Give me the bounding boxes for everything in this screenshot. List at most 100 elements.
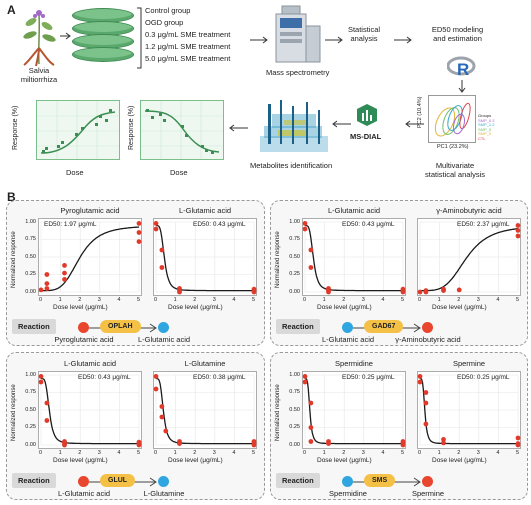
data-point bbox=[423, 390, 429, 395]
data-point bbox=[441, 440, 446, 446]
data-point bbox=[153, 374, 159, 379]
x-tick-label: 2 bbox=[78, 450, 82, 456]
x-tick-label: 4 bbox=[496, 450, 500, 456]
x-tick-label: 1 bbox=[173, 450, 177, 456]
data-point bbox=[400, 440, 406, 446]
metabolite-scatter-icon bbox=[260, 100, 328, 152]
fitted-curve bbox=[156, 377, 254, 445]
reaction-label: Reaction bbox=[12, 319, 56, 334]
x-tick-label: 5 bbox=[252, 297, 256, 303]
data-point bbox=[38, 379, 44, 385]
fitted-curve bbox=[305, 224, 403, 292]
x-tick-label: 4 bbox=[117, 297, 121, 303]
ed50-modeling-label: ED50 modeling and estimation bbox=[431, 25, 484, 44]
y-tick-label: 0.75 bbox=[289, 236, 300, 242]
data-point bbox=[136, 239, 142, 244]
reaction-label: Reaction bbox=[276, 473, 320, 488]
fitted-curve bbox=[156, 224, 254, 292]
y-tick-label: 0.25 bbox=[25, 424, 36, 430]
data-point bbox=[251, 286, 257, 292]
product-label: γ-Aminobutyric acid bbox=[395, 335, 461, 344]
bracket-icon bbox=[137, 7, 142, 69]
y-tick-label: 0.25 bbox=[25, 271, 36, 277]
dose-response-plot bbox=[153, 218, 257, 296]
data-point bbox=[136, 439, 142, 445]
data-point bbox=[38, 374, 44, 379]
dose-response-plot bbox=[417, 371, 521, 449]
substrate-label: L-Glutamic acid bbox=[321, 335, 375, 344]
reaction-label: Reaction bbox=[276, 319, 320, 334]
substrate-node bbox=[78, 322, 89, 333]
data-point bbox=[136, 221, 142, 226]
plot-title: Spermidine bbox=[335, 359, 373, 368]
ms-dial-label: MS-DIAL bbox=[350, 132, 382, 141]
x-tick-label: 5 bbox=[516, 450, 520, 456]
enzyme-badge: GAD67 bbox=[364, 320, 404, 333]
fitted-curve bbox=[419, 377, 518, 445]
salvia-plant-illustration bbox=[23, 10, 56, 66]
x-tick-label: 4 bbox=[496, 297, 500, 303]
x-tick-label: 0 bbox=[39, 450, 43, 456]
data-point bbox=[38, 287, 44, 293]
data-point bbox=[515, 223, 521, 228]
data-point bbox=[153, 221, 159, 226]
y-tick-label: 0.75 bbox=[25, 236, 36, 242]
plot-title: Spermine bbox=[452, 359, 486, 368]
data-point bbox=[177, 289, 182, 295]
data-point bbox=[400, 286, 406, 292]
x-tick-label: 1 bbox=[58, 297, 62, 303]
arrow-left-icon bbox=[229, 124, 248, 132]
ed50-annotation: ED50: 0.43 μg/mL bbox=[193, 221, 246, 228]
x-tick-label: 1 bbox=[322, 450, 326, 456]
x-tick-label: 0 bbox=[303, 450, 307, 456]
response-axis-label: Response (%) bbox=[128, 105, 135, 150]
x-tick-label: 5 bbox=[252, 450, 256, 456]
data-point bbox=[251, 439, 257, 444]
x-tick-label: 4 bbox=[117, 450, 121, 456]
dose-response-mini-plot-increasing bbox=[36, 100, 120, 160]
culture-dish-icon bbox=[72, 47, 134, 62]
x-tick-label: 2 bbox=[457, 297, 461, 303]
y-tick-label: 0.50 bbox=[25, 406, 36, 413]
x-tick-label: 2 bbox=[342, 450, 346, 456]
pca-legend-item: SMP_1.2 bbox=[478, 122, 495, 128]
data-point bbox=[62, 442, 67, 448]
data-point bbox=[326, 286, 331, 291]
data-point bbox=[62, 263, 67, 268]
substrate-node bbox=[78, 476, 89, 487]
data-point bbox=[44, 418, 50, 423]
y-tick-label: 0.50 bbox=[289, 253, 300, 260]
fitted-curve bbox=[41, 377, 139, 445]
arrow-left-icon bbox=[332, 120, 351, 128]
data-point bbox=[308, 400, 314, 406]
y-tick-label: 1.00 bbox=[289, 371, 300, 378]
pca-legend: Groups SMP_0.3 SMP_1.2 SMP_5 SMP_0 CTL bbox=[478, 113, 495, 142]
data-point bbox=[153, 226, 159, 232]
x-tick-label: 2 bbox=[457, 450, 461, 456]
x-axis-label: Dose level (μg/mL) bbox=[432, 457, 487, 464]
x-tick-label: 2 bbox=[193, 297, 197, 303]
data-point bbox=[302, 374, 308, 379]
substrate-node bbox=[342, 476, 353, 487]
data-point bbox=[308, 439, 314, 444]
y-axis-label: Normalized response bbox=[275, 231, 281, 288]
dose-response-mini-plot-decreasing bbox=[140, 100, 224, 160]
r-logo-icon: R bbox=[447, 56, 476, 79]
y-tick-label: 0.50 bbox=[289, 406, 300, 413]
x-tick-label: 5 bbox=[137, 297, 141, 303]
data-point bbox=[62, 277, 67, 282]
group-label: OGD group bbox=[145, 18, 184, 27]
x-tick-label: 3 bbox=[97, 297, 101, 303]
ed50-annotation: ED50: 1.97 μg/mL bbox=[44, 221, 97, 228]
product-label: L-Glutamine bbox=[143, 489, 185, 498]
x-tick-label: 0 bbox=[154, 450, 158, 456]
x-tick-label: 0 bbox=[39, 297, 43, 303]
panel-b-label: B bbox=[7, 190, 16, 204]
data-point bbox=[308, 265, 314, 270]
data-point bbox=[326, 441, 331, 446]
data-point bbox=[456, 287, 462, 293]
y-tick-label: 1.00 bbox=[289, 218, 300, 225]
x-tick-label: 1 bbox=[437, 297, 441, 303]
data-point bbox=[515, 435, 521, 441]
x-axis-label: Dose level (μg/mL) bbox=[53, 457, 108, 464]
